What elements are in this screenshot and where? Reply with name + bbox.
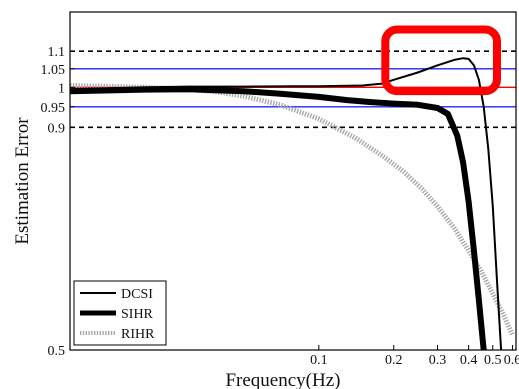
series-lines [70,57,515,350]
x-tick-label: 0.5 [484,353,502,368]
x-tick-label: 0.2 [385,353,403,368]
series-line-dcsi [70,57,503,350]
y-tick-label: 0.95 [41,101,66,116]
x-tick-label: 0.4 [460,353,478,368]
x-tick-label: 0.1 [310,353,328,368]
plot-frame [69,11,517,351]
y-tick-label: 0.5 [48,344,66,359]
y-tick-label: 1.1 [48,45,66,60]
y-tick-label: 0.9 [48,121,66,136]
series-line-sihr [70,86,487,350]
series-line-rihr [70,83,515,337]
annotation-layer [381,25,501,96]
legend: DCSI SIHR RIHR [73,280,167,346]
legend-label-rihr: RIHR [121,327,155,342]
y-tick-label: 1.05 [41,63,66,78]
legend-label-sihr: SIHR [121,307,154,322]
x-tick-label: 0.6 [504,353,519,368]
highlight-box [381,25,501,96]
y-tick-label: 1 [58,81,65,96]
legend-label-dcsi: DCSI [121,287,153,302]
x-tick-label: 0.3 [429,353,447,368]
y-axis-label: Estimation Error [12,117,33,245]
x-axis-label: Frequency(Hz) [225,370,340,389]
